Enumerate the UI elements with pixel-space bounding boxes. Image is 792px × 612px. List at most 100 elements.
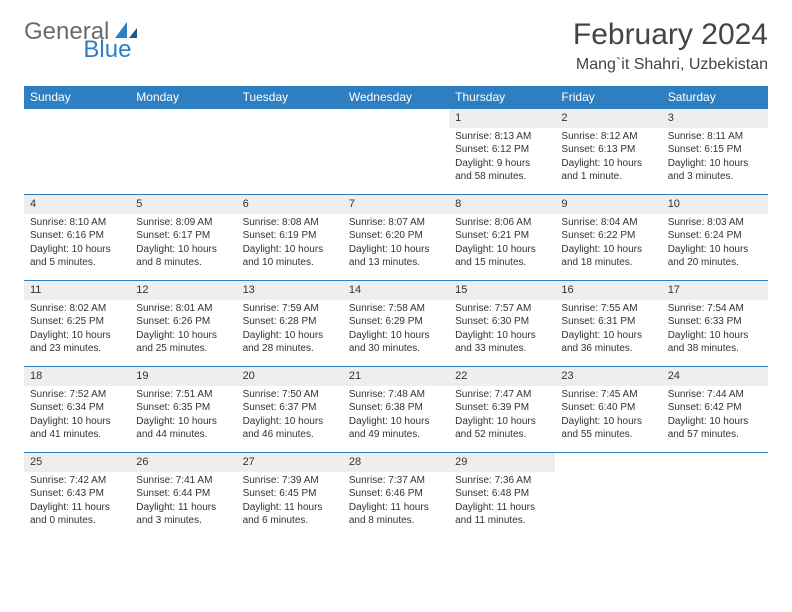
col-thursday: Thursday [449,86,555,109]
calendar-cell: 24Sunrise: 7:44 AMSunset: 6:42 PMDayligh… [662,367,768,453]
calendar-cell: 14Sunrise: 7:58 AMSunset: 6:29 PMDayligh… [343,281,449,367]
day-number: 29 [449,453,555,472]
sunset-text: Sunset: 6:33 PM [668,315,762,329]
day-number: 14 [343,281,449,300]
calendar-cell: 10Sunrise: 8:03 AMSunset: 6:24 PMDayligh… [662,195,768,281]
sunrise-text: Sunrise: 7:54 AM [668,302,762,316]
sunset-text: Sunset: 6:39 PM [455,401,549,415]
daylight-text: Daylight: 10 hours and 36 minutes. [561,329,655,356]
calendar-row: 25Sunrise: 7:42 AMSunset: 6:43 PMDayligh… [24,453,768,539]
calendar-cell: 23Sunrise: 7:45 AMSunset: 6:40 PMDayligh… [555,367,661,453]
daylight-text: Daylight: 11 hours and 11 minutes. [455,501,549,528]
sunset-text: Sunset: 6:31 PM [561,315,655,329]
day-details: Sunrise: 8:06 AMSunset: 6:21 PMDaylight:… [449,214,555,274]
calendar-cell: 18Sunrise: 7:52 AMSunset: 6:34 PMDayligh… [24,367,130,453]
col-friday: Friday [555,86,661,109]
daylight-text: Daylight: 10 hours and 5 minutes. [30,243,124,270]
calendar-cell: 15Sunrise: 7:57 AMSunset: 6:30 PMDayligh… [449,281,555,367]
daylight-text: Daylight: 10 hours and 10 minutes. [243,243,337,270]
sunrise-text: Sunrise: 7:41 AM [136,474,230,488]
sunset-text: Sunset: 6:46 PM [349,487,443,501]
daylight-text: Daylight: 10 hours and 49 minutes. [349,415,443,442]
day-number: 21 [343,367,449,386]
day-details: Sunrise: 8:13 AMSunset: 6:12 PMDaylight:… [449,128,555,188]
calendar-cell: .. [237,109,343,195]
calendar-cell: 3Sunrise: 8:11 AMSunset: 6:15 PMDaylight… [662,109,768,195]
day-details: Sunrise: 8:07 AMSunset: 6:20 PMDaylight:… [343,214,449,274]
day-details: Sunrise: 8:03 AMSunset: 6:24 PMDaylight:… [662,214,768,274]
day-number: 12 [130,281,236,300]
sunset-text: Sunset: 6:17 PM [136,229,230,243]
col-wednesday: Wednesday [343,86,449,109]
daylight-text: Daylight: 10 hours and 38 minutes. [668,329,762,356]
sunrise-text: Sunrise: 7:39 AM [243,474,337,488]
sunrise-text: Sunrise: 7:48 AM [349,388,443,402]
day-number: 10 [662,195,768,214]
day-details: Sunrise: 7:55 AMSunset: 6:31 PMDaylight:… [555,300,661,360]
daylight-text: Daylight: 10 hours and 25 minutes. [136,329,230,356]
day-number: 7 [343,195,449,214]
calendar-row: ........1Sunrise: 8:13 AMSunset: 6:12 PM… [24,109,768,195]
sunset-text: Sunset: 6:22 PM [561,229,655,243]
daylight-text: Daylight: 10 hours and 41 minutes. [30,415,124,442]
day-details: Sunrise: 7:41 AMSunset: 6:44 PMDaylight:… [130,472,236,532]
day-number: 22 [449,367,555,386]
sunrise-text: Sunrise: 8:07 AM [349,216,443,230]
day-number: 9 [555,195,661,214]
page-title: February 2024 [573,18,768,52]
sunset-text: Sunset: 6:48 PM [455,487,549,501]
daylight-text: Daylight: 10 hours and 28 minutes. [243,329,337,356]
day-number: 20 [237,367,343,386]
day-number: 2 [555,109,661,128]
calendar-cell: 25Sunrise: 7:42 AMSunset: 6:43 PMDayligh… [24,453,130,539]
sunset-text: Sunset: 6:38 PM [349,401,443,415]
day-details: Sunrise: 7:42 AMSunset: 6:43 PMDaylight:… [24,472,130,532]
calendar-row: 4Sunrise: 8:10 AMSunset: 6:16 PMDaylight… [24,195,768,281]
day-details: Sunrise: 8:12 AMSunset: 6:13 PMDaylight:… [555,128,661,188]
day-number: 18 [24,367,130,386]
sunrise-text: Sunrise: 7:42 AM [30,474,124,488]
day-number: 8 [449,195,555,214]
day-number: 5 [130,195,236,214]
day-number: 4 [24,195,130,214]
sunset-text: Sunset: 6:24 PM [668,229,762,243]
day-number: 24 [662,367,768,386]
calendar-row: 11Sunrise: 8:02 AMSunset: 6:25 PMDayligh… [24,281,768,367]
sunrise-text: Sunrise: 8:09 AM [136,216,230,230]
calendar-cell: 11Sunrise: 8:02 AMSunset: 6:25 PMDayligh… [24,281,130,367]
sunrise-text: Sunrise: 8:02 AM [30,302,124,316]
day-details: Sunrise: 7:47 AMSunset: 6:39 PMDaylight:… [449,386,555,446]
sunset-text: Sunset: 6:20 PM [349,229,443,243]
sunrise-text: Sunrise: 7:37 AM [349,474,443,488]
sunrise-text: Sunrise: 7:59 AM [243,302,337,316]
calendar-cell: 9Sunrise: 8:04 AMSunset: 6:22 PMDaylight… [555,195,661,281]
col-saturday: Saturday [662,86,768,109]
daylight-text: Daylight: 10 hours and 20 minutes. [668,243,762,270]
calendar-cell: 4Sunrise: 8:10 AMSunset: 6:16 PMDaylight… [24,195,130,281]
day-details: Sunrise: 7:57 AMSunset: 6:30 PMDaylight:… [449,300,555,360]
day-number: 19 [130,367,236,386]
brand-part2: Blue [83,36,131,64]
col-tuesday: Tuesday [237,86,343,109]
day-details: Sunrise: 8:10 AMSunset: 6:16 PMDaylight:… [24,214,130,274]
day-details: Sunrise: 7:37 AMSunset: 6:46 PMDaylight:… [343,472,449,532]
sunset-text: Sunset: 6:29 PM [349,315,443,329]
day-details: Sunrise: 8:01 AMSunset: 6:26 PMDaylight:… [130,300,236,360]
sunset-text: Sunset: 6:30 PM [455,315,549,329]
day-details: Sunrise: 7:54 AMSunset: 6:33 PMDaylight:… [662,300,768,360]
sunrise-text: Sunrise: 8:11 AM [668,130,762,144]
day-details: Sunrise: 7:39 AMSunset: 6:45 PMDaylight:… [237,472,343,532]
sunrise-text: Sunrise: 7:47 AM [455,388,549,402]
day-number: 25 [24,453,130,472]
daylight-text: Daylight: 10 hours and 57 minutes. [668,415,762,442]
sunrise-text: Sunrise: 8:10 AM [30,216,124,230]
day-details: Sunrise: 7:51 AMSunset: 6:35 PMDaylight:… [130,386,236,446]
day-details: Sunrise: 7:52 AMSunset: 6:34 PMDaylight:… [24,386,130,446]
sunset-text: Sunset: 6:43 PM [30,487,124,501]
calendar-row: 18Sunrise: 7:52 AMSunset: 6:34 PMDayligh… [24,367,768,453]
day-number: 11 [24,281,130,300]
day-number: 1 [449,109,555,128]
sunrise-text: Sunrise: 7:57 AM [455,302,549,316]
daylight-text: Daylight: 11 hours and 3 minutes. [136,501,230,528]
day-details: Sunrise: 8:08 AMSunset: 6:19 PMDaylight:… [237,214,343,274]
